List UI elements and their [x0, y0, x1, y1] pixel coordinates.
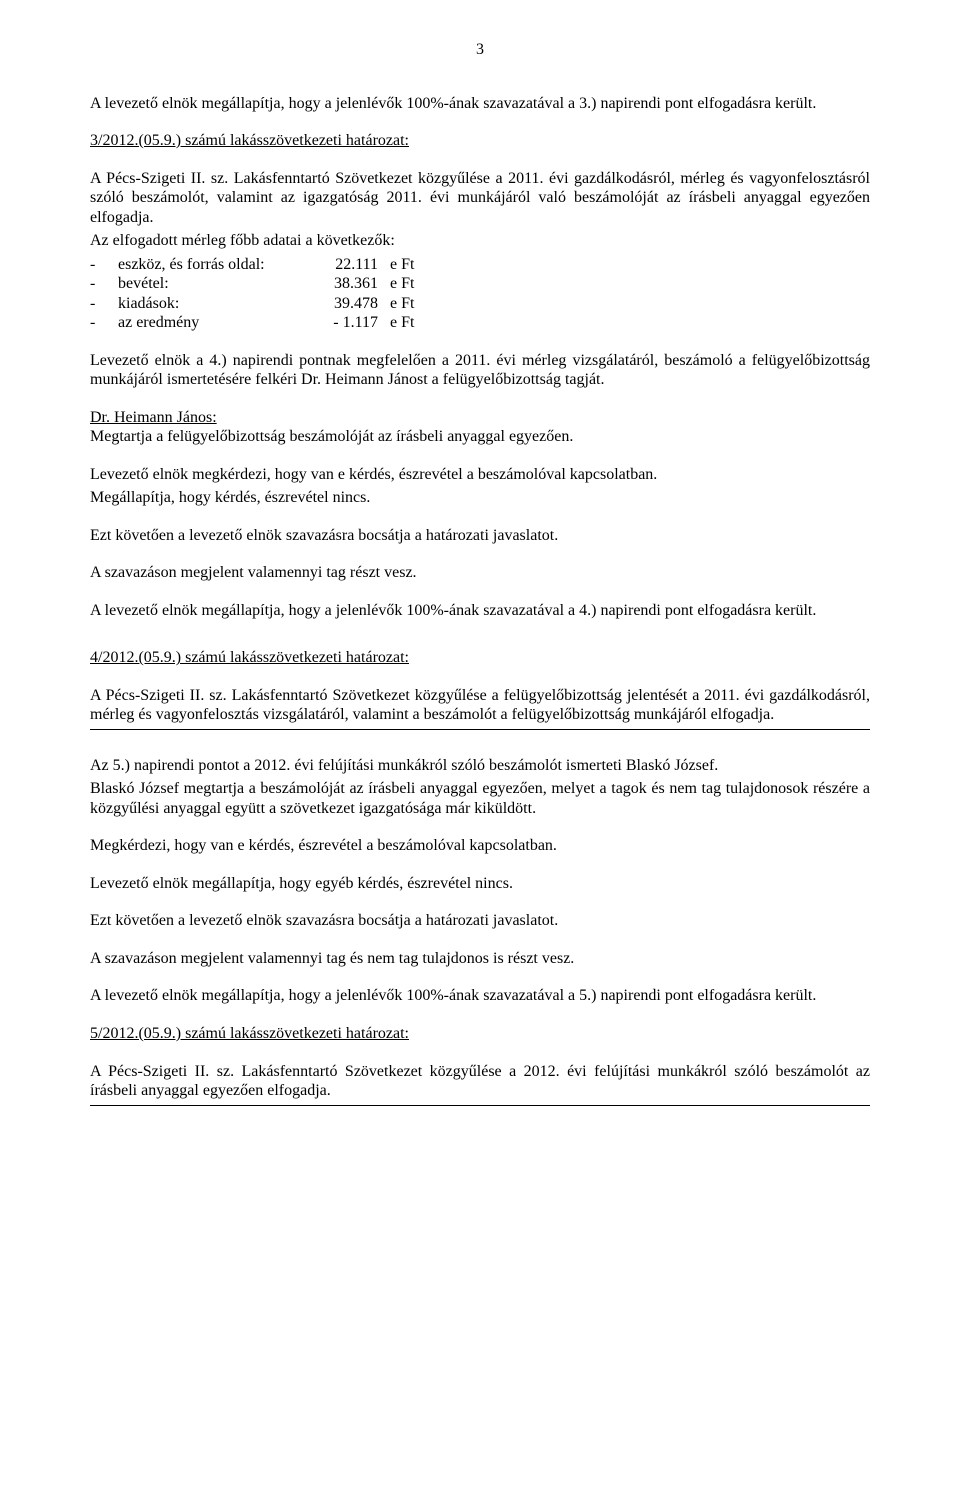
list-item: - eszköz, és forrás oldal: 22.111 e Ft — [90, 255, 870, 275]
list-value: 22.111 — [308, 255, 378, 275]
list-value: 38.361 — [308, 274, 378, 294]
divider — [90, 1105, 870, 1106]
speaker-name: Dr. Heimann János: — [90, 408, 870, 428]
paragraph: Az 5.) napirendi pontot a 2012. évi felú… — [90, 756, 870, 776]
paragraph: Levezető elnök a 4.) napirendi pontnak m… — [90, 351, 870, 390]
balance-list: - eszköz, és forrás oldal: 22.111 e Ft -… — [90, 255, 870, 333]
resolution-title: 3/2012.(05.9.) számú lakásszövetkezeti h… — [90, 131, 870, 151]
list-value: 39.478 — [308, 294, 378, 314]
list-label: az eredmény — [118, 313, 308, 333]
list-dash: - — [90, 255, 118, 275]
paragraph: Levezető elnök megállapítja, hogy egyéb … — [90, 874, 870, 894]
list-dash: - — [90, 274, 118, 294]
resolution-body: A Pécs-Szigeti II. sz. Lakásfenntartó Sz… — [90, 686, 870, 725]
spacer — [90, 638, 870, 648]
list-dash: - — [90, 313, 118, 333]
resolution-title: 4/2012.(05.9.) számú lakásszövetkezeti h… — [90, 648, 870, 668]
list-unit: e Ft — [378, 255, 414, 275]
list-unit: e Ft — [378, 294, 414, 314]
list-item: - kiadások: 39.478 e Ft — [90, 294, 870, 314]
document-page: 3 A levezető elnök megállapítja, hogy a … — [0, 0, 960, 1492]
list-value: - 1.117 — [308, 313, 378, 333]
page-number: 3 — [90, 40, 870, 60]
paragraph: Levezető elnök megkérdezi, hogy van e ké… — [90, 465, 870, 485]
paragraph: Megállapítja, hogy kérdés, észrevétel ni… — [90, 488, 870, 508]
paragraph: A levezető elnök megállapítja, hogy a je… — [90, 601, 870, 621]
heimann-block: Dr. Heimann János: Megtartja a felügyelő… — [90, 408, 870, 447]
list-item: - az eredmény - 1.117 e Ft — [90, 313, 870, 333]
divider — [90, 729, 870, 730]
paragraph: A levezető elnök megállapítja, hogy a je… — [90, 986, 870, 1006]
paragraph: A szavazáson megjelent valamennyi tag és… — [90, 949, 870, 969]
list-unit: e Ft — [378, 274, 414, 294]
resolution-title: 5/2012.(05.9.) számú lakásszövetkezeti h… — [90, 1024, 870, 1044]
paragraph: Blaskó József megtartja a beszámolóját a… — [90, 779, 870, 818]
list-label: eszköz, és forrás oldal: — [118, 255, 308, 275]
paragraph: Ezt követően a levezető elnök szavazásra… — [90, 911, 870, 931]
resolution-body: A Pécs-Szigeti II. sz. Lakásfenntartó Sz… — [90, 169, 870, 228]
paragraph: Ezt követően a levezető elnök szavazásra… — [90, 526, 870, 546]
list-unit: e Ft — [378, 313, 414, 333]
paragraph: Megkérdezi, hogy van e kérdés, észrevéte… — [90, 836, 870, 856]
list-dash: - — [90, 294, 118, 314]
list-label: kiadások: — [118, 294, 308, 314]
resolution-body: A Pécs-Szigeti II. sz. Lakásfenntartó Sz… — [90, 1062, 870, 1101]
list-intro: Az elfogadott mérleg főbb adatai a követ… — [90, 231, 870, 251]
paragraph: A szavazáson megjelent valamennyi tag ré… — [90, 563, 870, 583]
paragraph: Megtartja a felügyelőbizottság beszámoló… — [90, 427, 870, 447]
list-label: bevétel: — [118, 274, 308, 294]
paragraph: A levezető elnök megállapítja, hogy a je… — [90, 94, 870, 114]
list-item: - bevétel: 38.361 e Ft — [90, 274, 870, 294]
